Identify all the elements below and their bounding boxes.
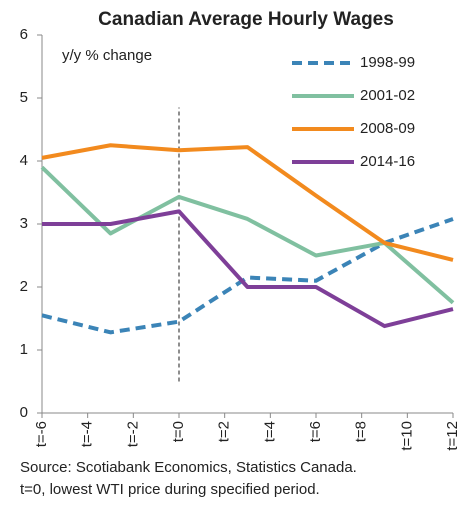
- y-tick-label: 6: [20, 26, 28, 43]
- x-tick-label: t=4: [261, 421, 278, 442]
- y-tick-label: 1: [20, 341, 28, 358]
- subtitle: y/y % change: [62, 47, 152, 64]
- series-line: [41, 217, 454, 335]
- x-tick-label: t=2: [216, 421, 233, 442]
- x-tick-label: t=6: [307, 421, 324, 442]
- y-tick-label: 5: [20, 89, 28, 106]
- x-tick-label: t=-2: [124, 421, 141, 447]
- source: t=0, lowest WTI price during specified p…: [20, 481, 320, 498]
- x-tick-label: t=-4: [79, 421, 96, 447]
- legend-label: 2008-09: [360, 120, 415, 137]
- y-tick-label: 0: [20, 404, 28, 421]
- legend-label: 1998-99: [360, 54, 415, 71]
- legend-label: 2014-16: [360, 153, 415, 170]
- x-tick-label: t=0: [170, 421, 187, 442]
- source: Source: Scotiabank Economics, Statistics…: [20, 459, 357, 476]
- x-tick-label: t=10: [398, 421, 415, 451]
- series-line: [40, 165, 455, 305]
- y-tick-label: 3: [20, 215, 28, 232]
- series-line: [41, 143, 454, 262]
- y-tick-label: 4: [20, 152, 28, 169]
- x-tick-label: t=-6: [33, 421, 50, 447]
- x-tick-label: t=8: [353, 421, 370, 442]
- chart-title: Canadian Average Hourly Wages: [98, 9, 394, 30]
- y-tick-label: 2: [20, 278, 28, 295]
- legend-label: 2001-02: [360, 87, 415, 104]
- x-tick-label: t=12: [444, 421, 461, 451]
- series-line: [42, 209, 454, 329]
